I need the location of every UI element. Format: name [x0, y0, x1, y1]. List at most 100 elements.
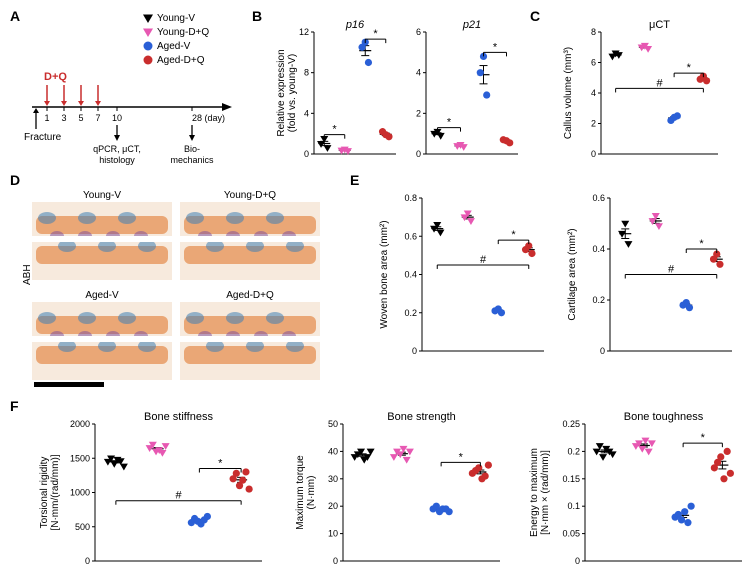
svg-text:#: # — [656, 77, 663, 89]
svg-text:p21: p21 — [462, 19, 481, 31]
svg-text:Aged-D+Q: Aged-D+Q — [157, 55, 205, 66]
svg-text:[N·mm/(rad/mm)]: [N·mm/(rad/mm)] — [50, 454, 61, 530]
svg-text:Callus volume (mm³): Callus volume (mm³) — [563, 47, 574, 139]
svg-text:0: 0 — [575, 556, 580, 566]
svg-text:40: 40 — [328, 446, 338, 456]
svg-text:0: 0 — [416, 149, 421, 159]
svg-text:*: * — [459, 451, 464, 463]
svg-text:*: * — [493, 41, 498, 53]
svg-text:Woven bone area (mm²): Woven bone area (mm²) — [379, 220, 390, 328]
panel-d-label: D — [10, 172, 20, 188]
svg-text:2: 2 — [416, 108, 421, 118]
svg-text:Energy to maximum: Energy to maximum — [529, 448, 540, 537]
svg-text:6: 6 — [416, 27, 421, 37]
svg-text:4: 4 — [304, 108, 309, 118]
svg-text:0.6: 0.6 — [592, 193, 605, 203]
svg-text:Fracture: Fracture — [24, 132, 62, 143]
svg-text:2: 2 — [591, 119, 596, 129]
svg-text:0.25: 0.25 — [562, 419, 580, 429]
uct-chart: μCT 0 2 4 6 8 Callus volume (mm³) * # — [556, 14, 726, 164]
svg-text:0: 0 — [85, 556, 90, 566]
svg-text:0: 0 — [333, 556, 338, 566]
bone-toughness-chart: Bone toughness 0 0.05 0.1 0.15 0.2 0.25 Energy … — [520, 406, 750, 571]
svg-text:0.8: 0.8 — [404, 193, 417, 203]
svg-text:8: 8 — [591, 27, 596, 37]
svg-text:(fold vs. young-V): (fold vs. young-V) — [287, 54, 298, 132]
svg-text:Aged-D+Q: Aged-D+Q — [226, 290, 274, 301]
svg-text:0.2: 0.2 — [404, 308, 417, 318]
legend: Young-V Young-D+Q Aged-V Aged-D+Q — [140, 8, 252, 70]
svg-text:*: * — [373, 28, 378, 40]
svg-text:8: 8 — [304, 68, 309, 78]
svg-text:*: * — [511, 229, 516, 241]
svg-text:mechanics: mechanics — [170, 155, 214, 165]
svg-text:1500: 1500 — [70, 453, 90, 463]
woven-bone-chart: 0 0.2 0.4 0.6 0.8 Woven bone area (mm²) * # — [372, 186, 552, 361]
panel-a-label: A — [10, 8, 20, 24]
svg-text:Young-D+Q: Young-D+Q — [224, 190, 276, 201]
svg-text:0: 0 — [304, 149, 309, 159]
svg-text:2000: 2000 — [70, 419, 90, 429]
svg-text:μCT: μCT — [649, 19, 670, 31]
svg-text:1: 1 — [44, 113, 49, 123]
svg-text:*: * — [701, 432, 706, 444]
svg-text:1000: 1000 — [70, 488, 90, 498]
panel-e-label: E — [350, 172, 359, 188]
svg-text:#: # — [175, 490, 182, 502]
panel-b-label: B — [252, 8, 262, 24]
svg-text:D+Q: D+Q — [44, 71, 67, 83]
panel-c-label: C — [530, 8, 540, 24]
svg-text:3: 3 — [61, 113, 66, 123]
svg-text:7: 7 — [95, 113, 100, 123]
svg-text:0.6: 0.6 — [404, 231, 417, 241]
svg-text:0.2: 0.2 — [567, 446, 580, 456]
svg-text:Aged-V: Aged-V — [157, 41, 191, 52]
svg-text:Bone strength: Bone strength — [387, 411, 456, 423]
svg-text:#: # — [480, 254, 487, 266]
svg-text:(N·mm): (N·mm) — [306, 476, 317, 510]
svg-text:0.2: 0.2 — [592, 295, 605, 305]
svg-text:*: * — [332, 124, 337, 136]
svg-text:Bone stiffness: Bone stiffness — [144, 411, 213, 423]
svg-text:30: 30 — [328, 474, 338, 484]
svg-text:0.4: 0.4 — [404, 270, 417, 280]
svg-text:10: 10 — [112, 113, 122, 123]
panel-f-label: F — [10, 398, 19, 414]
svg-text:0.4: 0.4 — [592, 244, 605, 254]
p21-chart: p210246** — [404, 14, 524, 164]
svg-text:6: 6 — [591, 58, 596, 68]
histology-panels: Young-VYoung-D+QAged-VAged-D+Q — [32, 188, 342, 388]
svg-text:Young-D+Q: Young-D+Q — [157, 27, 209, 38]
svg-text:#: # — [668, 264, 675, 276]
svg-text:50: 50 — [328, 419, 338, 429]
svg-text:0.05: 0.05 — [562, 529, 580, 539]
svg-text:[N·mm × (rad/mm)]: [N·mm × (rad/mm)] — [540, 450, 551, 535]
svg-text:*: * — [218, 458, 223, 470]
svg-text:0: 0 — [412, 346, 417, 356]
svg-text:20: 20 — [328, 501, 338, 511]
svg-text:0.15: 0.15 — [562, 474, 580, 484]
svg-text:Maximum torque: Maximum torque — [295, 455, 306, 530]
p16-chart: p16 0 4 8 12 Relative expression(fold vs. you… — [272, 14, 402, 164]
svg-text:0.1: 0.1 — [567, 501, 580, 511]
svg-text:10: 10 — [328, 529, 338, 539]
svg-text:Young-V: Young-V — [157, 13, 195, 24]
svg-text:histology: histology — [99, 155, 135, 165]
svg-text:*: * — [687, 62, 692, 74]
svg-text:Bone toughness: Bone toughness — [624, 411, 704, 423]
svg-text:Relative expression: Relative expression — [276, 49, 287, 136]
svg-text:*: * — [699, 238, 704, 250]
svg-text:28 (day): 28 (day) — [192, 113, 225, 123]
svg-text:p16: p16 — [345, 19, 365, 31]
svg-text:0: 0 — [591, 149, 596, 159]
svg-text:Young-V: Young-V — [83, 190, 121, 201]
svg-text:Cartilage area (mm²): Cartilage area (mm²) — [567, 228, 578, 320]
svg-text:qPCR, μCT,: qPCR, μCT, — [93, 144, 141, 154]
bone-strength-chart: Bone strength 0 10 20 30 40 50 Maximum torque(N… — [288, 406, 508, 571]
svg-text:4: 4 — [591, 88, 596, 98]
svg-text:Torsional rigidity: Torsional rigidity — [39, 457, 50, 529]
svg-text:5: 5 — [78, 113, 83, 123]
svg-text:12: 12 — [299, 27, 309, 37]
cartilage-chart: 00.20.40.6Cartilage area (mm²)*# — [560, 186, 740, 361]
svg-text:4: 4 — [416, 68, 421, 78]
